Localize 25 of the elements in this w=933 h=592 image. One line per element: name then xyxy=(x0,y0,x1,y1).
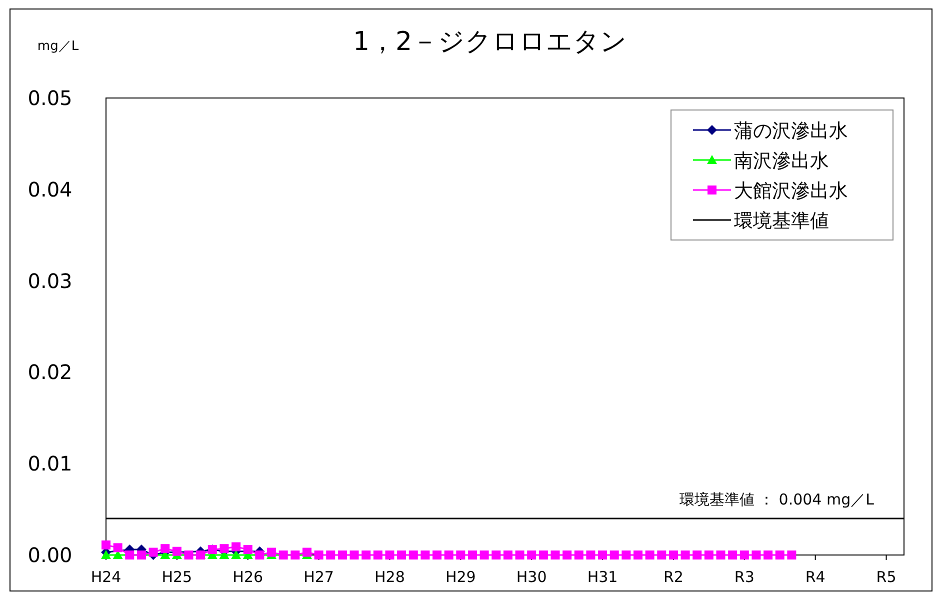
legend-label: 大館沢滲出水 xyxy=(734,180,848,202)
x-tick-label: H29 xyxy=(445,568,476,586)
x-tick-label: H30 xyxy=(516,568,547,586)
y-tick-label: 0.05 xyxy=(28,86,72,110)
legend-label: 南沢滲出水 xyxy=(734,150,829,172)
x-tick-label: H26 xyxy=(232,568,264,586)
y-tick-label: 0.04 xyxy=(28,177,72,202)
x-tick-label: H27 xyxy=(304,568,334,586)
x-tick-label: R3 xyxy=(734,568,754,586)
x-tick-label: H24 xyxy=(90,568,122,586)
y-tick-label: 0.00 xyxy=(28,543,72,567)
legend-label: 環境基準値 xyxy=(734,210,829,232)
y-tick-label: 0.01 xyxy=(28,452,72,476)
x-tick-label: R2 xyxy=(663,568,684,586)
annotation: 環境基準値 ： 0.004 mg／L xyxy=(679,490,875,508)
legend-label: 蒲の沢滲出水 xyxy=(734,120,848,142)
x-tick-label: R4 xyxy=(805,568,826,586)
y-tick-label: 0.02 xyxy=(28,360,72,384)
x-tick-label: H31 xyxy=(587,568,618,586)
x-tick-label: R5 xyxy=(876,568,896,586)
y-tick-label: 0.03 xyxy=(28,268,72,293)
x-tick-label: H25 xyxy=(162,568,192,586)
chart-title: 1，2－ジクロロエタン xyxy=(352,27,628,57)
y-axis-title: mg／L xyxy=(37,39,80,54)
x-tick-label: H28 xyxy=(374,568,405,586)
